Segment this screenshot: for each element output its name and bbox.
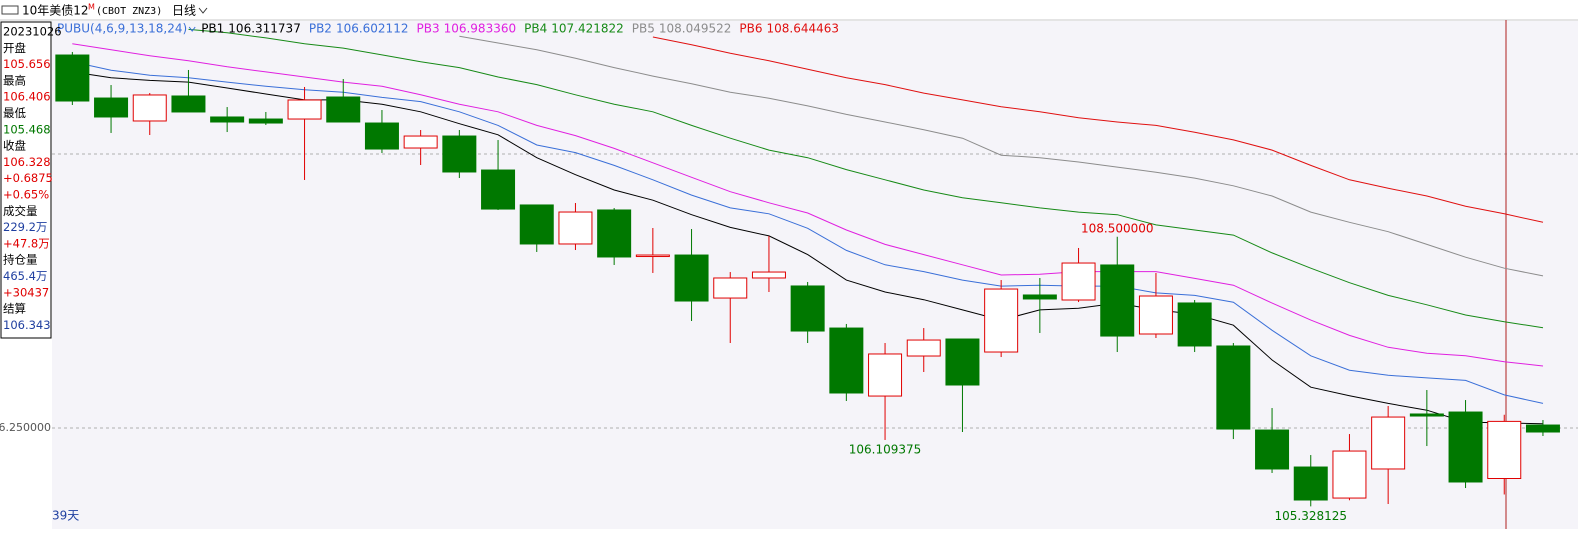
ma-line — [72, 43, 1544, 367]
candle-body — [1293, 466, 1328, 501]
ma-line — [188, 28, 1544, 329]
candle-body — [326, 96, 361, 123]
info-text: 成交量 — [3, 204, 38, 218]
instrument-code: (CBOT ZNZ3) — [96, 6, 162, 17]
info-panel — [0, 21, 52, 339]
legend-name: PB3 — [416, 22, 439, 36]
candle-body — [1448, 411, 1483, 483]
info-text: 105.468 — [3, 122, 51, 136]
candle-body — [481, 169, 516, 210]
info-text: 结算 — [3, 302, 26, 316]
instrument-mark: M — [88, 3, 95, 12]
info-text: 开盘 — [3, 41, 26, 55]
candle-body — [829, 327, 864, 394]
candle-body — [635, 254, 670, 258]
legend-value: 108.644463 — [767, 22, 840, 36]
info-text: 229.2万 — [3, 220, 47, 234]
candle-body — [1371, 416, 1406, 470]
legend-name: PB1 — [201, 22, 224, 36]
candle-body — [1409, 413, 1444, 417]
indicator-chevron — [188, 26, 196, 32]
info-text: 106.406 — [3, 90, 51, 104]
legend-name: PB2 — [309, 22, 332, 36]
candle-body — [1525, 424, 1560, 433]
candle-body — [403, 135, 438, 149]
candle-body — [171, 95, 206, 113]
candle-body — [519, 204, 554, 245]
period-selector[interactable]: 日线 — [172, 4, 196, 18]
legend-value: 106.983360 — [444, 22, 517, 36]
plot-area: 108.500000 106.109375 105.328125 — [52, 28, 1578, 523]
candle-body — [558, 211, 593, 245]
candle-body — [1332, 450, 1367, 499]
info-text: 465.4万 — [3, 269, 47, 283]
info-text: 最低 — [3, 106, 26, 120]
candle-body — [1177, 302, 1212, 347]
candle-body — [1138, 295, 1173, 335]
candle-body — [906, 339, 941, 357]
period-count: 39天 — [52, 509, 79, 523]
candle-body — [442, 135, 477, 173]
info-text: 105.656 — [3, 57, 51, 71]
candle-body — [132, 94, 167, 122]
candle-body — [1255, 429, 1290, 470]
period-chevron[interactable] — [198, 7, 208, 14]
header-bar — [0, 0, 1578, 20]
candle-body — [364, 122, 399, 150]
info-text: 最高 — [3, 73, 26, 87]
candle-body — [248, 118, 283, 124]
legend: PUBU(4,6,9,13,18,24) PB1 106.311737 PB2 106.… — [57, 22, 839, 36]
legend-name: PB6 — [739, 22, 762, 36]
candle-body — [945, 338, 980, 386]
candle-body — [1100, 264, 1135, 337]
candle-body — [751, 271, 786, 279]
extreme-label: 108.500000 — [1081, 221, 1154, 235]
legend-value: 106.311737 — [228, 22, 301, 36]
candle-body — [210, 116, 245, 123]
info-text: 106.343 — [3, 318, 51, 332]
candle-body — [94, 97, 129, 118]
candle-body — [1061, 262, 1096, 301]
info-text: 106.328 — [3, 155, 51, 169]
legend-name: PB4 — [524, 22, 547, 36]
y-tick-label: 106.250000 — [0, 421, 51, 434]
info-text: +0.6875 — [3, 171, 53, 185]
legend-name: PB5 — [632, 22, 655, 36]
extreme-label: 106.109375 — [849, 442, 922, 456]
indicator-name: PUBU(4,6,9,13,18,24) — [57, 22, 187, 36]
ma-line — [72, 61, 1544, 404]
ma-line — [652, 36, 1544, 223]
legend-value: 108.049522 — [659, 22, 732, 36]
candle-body — [674, 254, 709, 302]
info-text: +47.8万 — [3, 236, 50, 250]
candle-body — [984, 288, 1019, 353]
info-text: 收盘 — [3, 139, 26, 153]
window-icon[interactable] — [1, 5, 19, 15]
ma-line — [459, 35, 1544, 277]
info-text: 20231026 — [3, 25, 62, 39]
candle-body — [597, 209, 632, 258]
candle-body — [713, 277, 748, 299]
candle-body — [55, 54, 90, 102]
legend-value: 106.602112 — [336, 22, 409, 36]
info-text: +30437 — [3, 285, 49, 299]
candle-body — [1022, 294, 1057, 300]
candle-body — [1216, 345, 1251, 430]
candle-body — [868, 353, 903, 397]
candle-body — [790, 285, 825, 332]
instrument-name: 10年美债12 — [22, 4, 89, 18]
legend-value: 107.421822 — [551, 22, 624, 36]
extreme-label: 105.328125 — [1274, 509, 1347, 523]
info-text: +0.65% — [3, 188, 49, 202]
info-text: 持仓量 — [3, 253, 38, 267]
candle-body — [1487, 420, 1522, 480]
candle-body — [287, 99, 322, 120]
